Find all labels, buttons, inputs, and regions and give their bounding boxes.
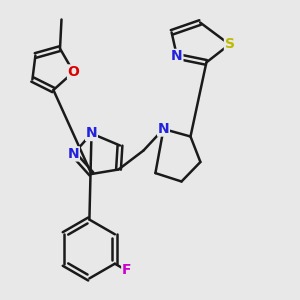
Text: N: N [158,122,169,136]
Text: S: S [224,38,235,51]
Text: N: N [86,127,97,140]
Text: N: N [68,147,79,161]
Text: N: N [171,50,183,63]
Text: F: F [122,263,131,278]
Text: O: O [68,65,80,79]
